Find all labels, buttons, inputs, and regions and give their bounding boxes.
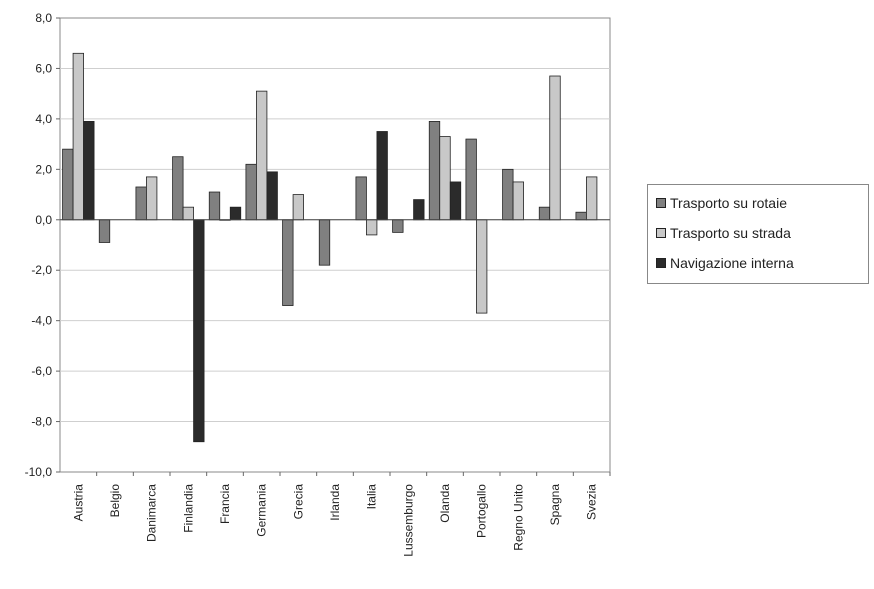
bar-lussemburgo-s0: [392, 219, 404, 233]
y-tick-label: -2,0: [31, 263, 52, 277]
bar-portogallo-s0: [465, 138, 477, 221]
y-axis-ticks: 8,0 6,0 4,0 2,0 0,0 -2,0 -4,0 -6,0 -8,0 -10,0: [25, 11, 60, 479]
bar-francia-s0: [208, 191, 221, 221]
bar-olanda-s0: [428, 121, 441, 221]
y-tick-label: 0,0: [35, 213, 52, 227]
bar-germania-s0: [245, 163, 257, 221]
legend-label: Trasporto su strada: [670, 225, 791, 241]
plot-area: [59, 17, 611, 473]
y-tick-label: -6,0: [31, 364, 52, 378]
category-label: Germania: [255, 484, 269, 537]
bar-finlandia-s0: [172, 156, 184, 221]
legend-label: Navigazione interna: [670, 255, 794, 271]
bar-olanda-s2: [449, 181, 462, 221]
bar-grecia-s1: [292, 194, 304, 221]
y-tick-label: 6,0: [35, 61, 52, 75]
legend-item-road: Trasporto su strada: [656, 223, 791, 243]
category-label: Spagna: [548, 484, 562, 526]
bar-italia-s1: [366, 219, 378, 236]
category-label: Italia: [365, 484, 379, 510]
bar-austria-s1: [72, 52, 84, 221]
y-tick-label: -10,0: [25, 465, 53, 479]
category-label: Irlanda: [328, 484, 342, 521]
category-label: Olanda: [438, 484, 452, 523]
category-label: Portogallo: [475, 484, 489, 538]
category-label: Danimarca: [145, 484, 159, 542]
bar-lussemburgo-s2: [413, 199, 425, 221]
y-tick-label: -4,0: [31, 314, 52, 328]
y-tick-label: -8,0: [31, 415, 52, 429]
legend-swatch-waterway: [656, 258, 666, 268]
legend-swatch-road: [656, 228, 666, 238]
category-label: Lussemburgo: [401, 484, 415, 557]
legend-item-waterway: Navigazione interna: [656, 253, 794, 273]
bar-danimarca-s0: [135, 186, 147, 221]
bar-spagna-s0: [538, 206, 551, 221]
category-label: Francia: [218, 484, 232, 524]
category-label: Regno Unito: [511, 484, 525, 551]
bar-olanda-s1: [439, 136, 451, 221]
bar-italia-s2: [376, 131, 388, 221]
y-tick-label: 2,0: [35, 162, 52, 176]
category-label: Grecia: [291, 484, 305, 520]
category-label: Austria: [71, 484, 85, 522]
bar-francia-s2: [229, 206, 242, 221]
category-label: Svezia: [585, 484, 599, 520]
legend-label: Trasporto su rotaie: [670, 195, 787, 211]
bar-danimarca-s1: [146, 176, 158, 221]
legend-item-rail: Trasporto su rotaie: [656, 193, 787, 213]
bar-austria-s0: [62, 148, 74, 221]
bar-belgio-s0: [98, 219, 111, 243]
bar-portogallo-s1: [476, 219, 488, 314]
category-labels: Austria Belgio Danimarca Finlandia Francia Ge…: [71, 472, 611, 557]
legend-swatch-rail: [656, 198, 666, 208]
bar-regno-unito-s0: [502, 168, 514, 221]
bar-svezia-s1: [586, 176, 598, 221]
y-tick-label: 4,0: [35, 112, 52, 126]
legend: Trasporto su rotaie Trasporto su strada …: [647, 184, 869, 284]
category-label: Belgio: [108, 484, 122, 518]
bar-svezia-s0: [575, 211, 587, 221]
bar-germania-s2: [266, 171, 278, 221]
bar-regno-unito-s1: [512, 181, 524, 221]
bar-italia-s0: [355, 176, 367, 221]
bar-grecia-s0: [282, 219, 294, 306]
category-label: Finlandia: [181, 484, 195, 533]
bar-finlandia-s1: [182, 206, 194, 221]
bar-austria-s2: [83, 121, 95, 221]
bar-irlanda-s0: [318, 219, 331, 266]
bar-spagna-s1: [549, 75, 561, 221]
bar-finlandia-s2: [193, 219, 205, 443]
y-tick-label: 8,0: [35, 11, 52, 25]
bar-germania-s1: [256, 90, 268, 221]
